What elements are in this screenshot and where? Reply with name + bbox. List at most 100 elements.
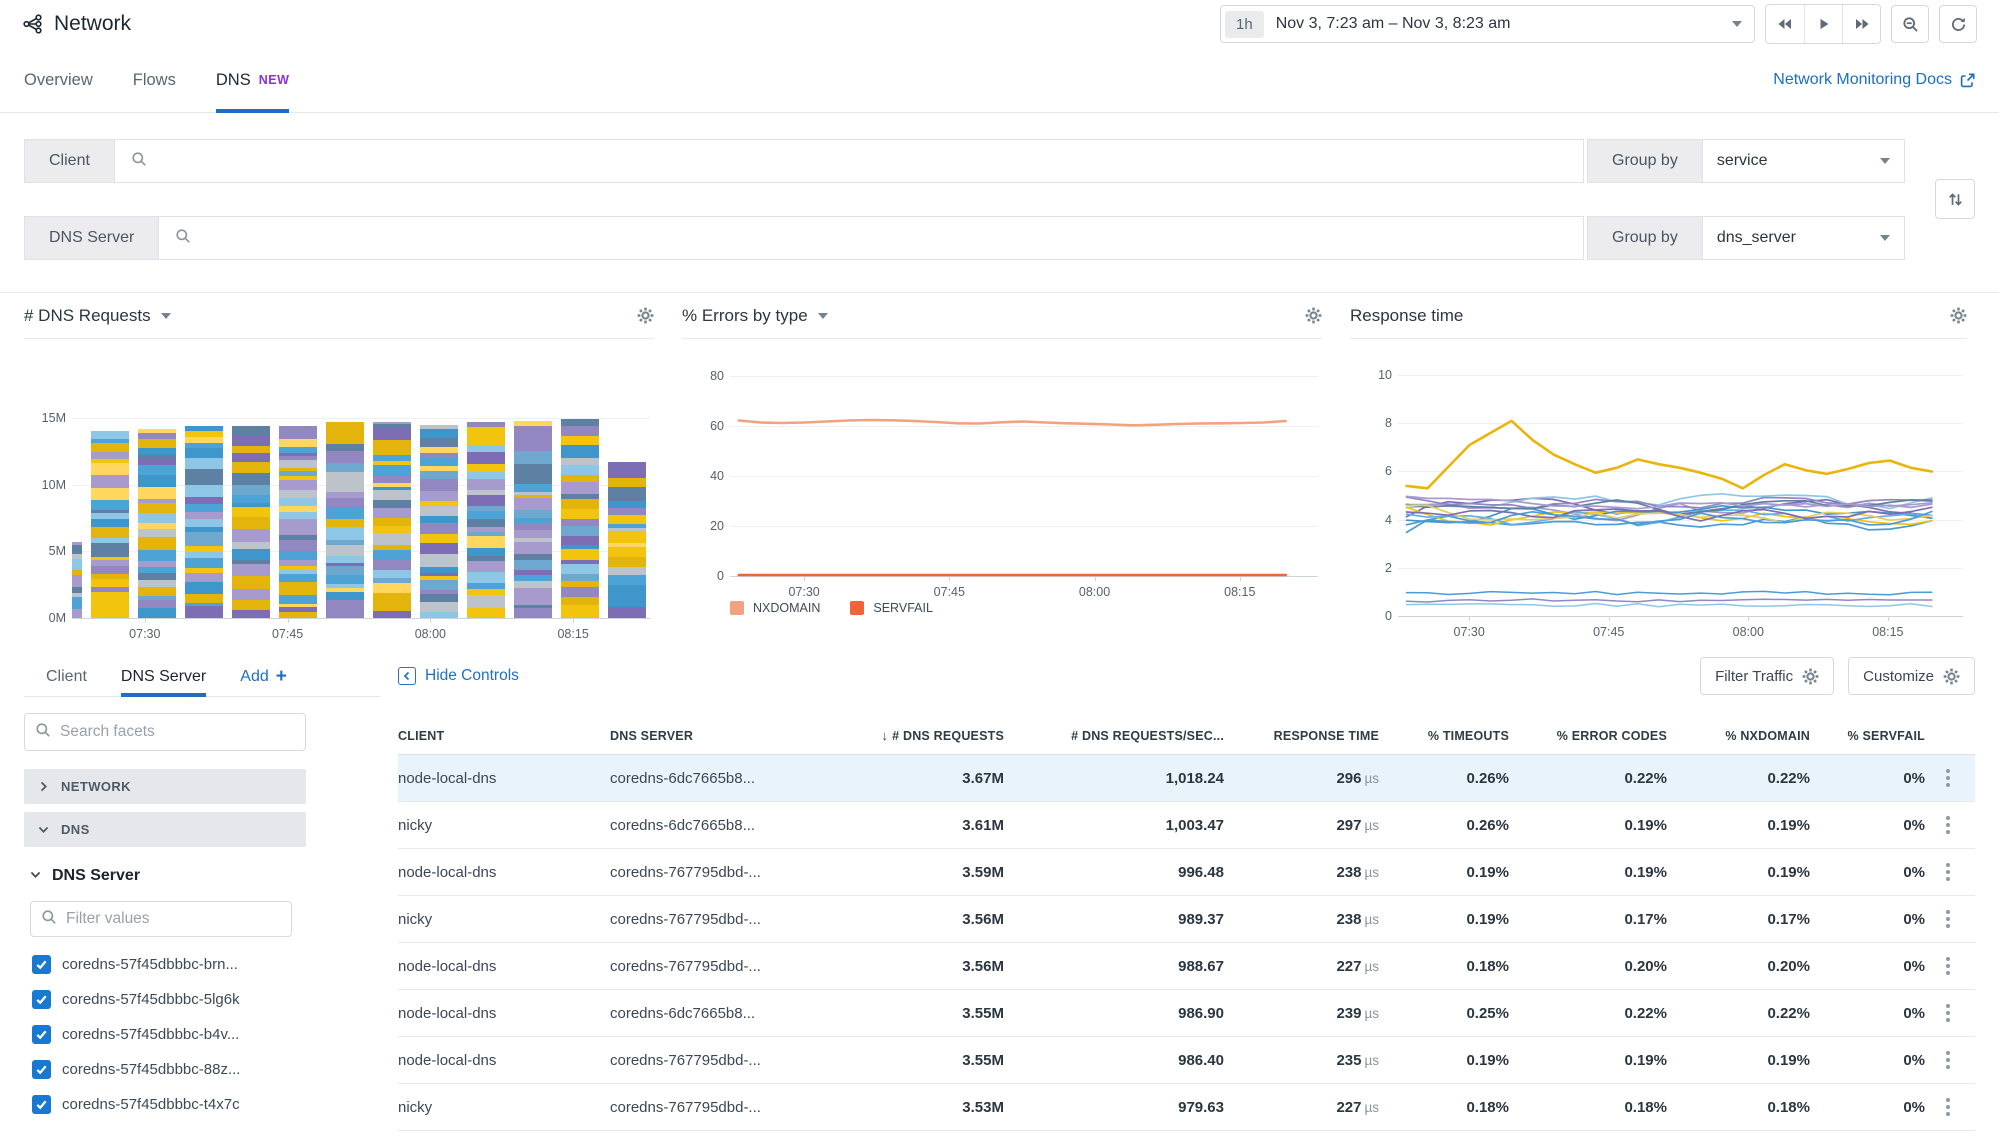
stacked-bar[interactable] bbox=[278, 424, 317, 618]
row-menu-kebab-icon[interactable] bbox=[1946, 863, 1950, 881]
x-axis-label: 07:30 bbox=[1453, 625, 1485, 639]
stacked-bar[interactable] bbox=[513, 420, 552, 618]
stacked-bar[interactable] bbox=[372, 421, 411, 618]
group-by-label: Group by bbox=[1588, 140, 1703, 182]
table-row[interactable]: node-local-dns coredns-6dc7665b8... 3.67M 1… bbox=[398, 755, 1975, 802]
customize-button[interactable]: Customize bbox=[1848, 657, 1975, 695]
errors-by-type-chart-body[interactable]: 0 20 40 60 80 07:30 07:45 08:00 08:15 NXDOMAIN SER… bbox=[682, 339, 1322, 631]
network-monitoring-docs-link[interactable]: Network Monitoring Docs bbox=[1773, 48, 1975, 112]
row-menu-kebab-icon[interactable] bbox=[1946, 910, 1950, 928]
checkbox[interactable] bbox=[32, 1060, 51, 1079]
stacked-bar[interactable] bbox=[137, 428, 176, 618]
stacked-bar[interactable] bbox=[560, 419, 599, 618]
table-row[interactable]: nicky coredns-767795dbd-... 3.56M 989.37 238… bbox=[398, 896, 1975, 943]
facet-group-network[interactable]: NETWORK bbox=[24, 769, 306, 804]
table-row[interactable]: node-local-dns coredns-6dc7665b8... 3.55M 9… bbox=[398, 990, 1975, 1037]
cell-server: coredns-6dc7665b8... bbox=[610, 1004, 756, 1022]
gear-icon[interactable] bbox=[637, 307, 654, 324]
search-icon bbox=[41, 909, 57, 930]
legend-item[interactable]: NXDOMAIN bbox=[730, 601, 820, 615]
facet-group-dns[interactable]: DNS bbox=[24, 812, 306, 847]
cell-timeouts: 0.26% bbox=[1466, 769, 1509, 787]
row-menu-kebab-icon[interactable] bbox=[1946, 1051, 1950, 1069]
checkbox[interactable] bbox=[32, 1095, 51, 1114]
client-search-input[interactable] bbox=[156, 140, 1583, 182]
gear-icon[interactable] bbox=[1305, 307, 1322, 324]
facet-value-row[interactable]: coredns-57f45dbbbc-88z... bbox=[32, 1060, 380, 1079]
swap-group-order-button[interactable] bbox=[1935, 179, 1975, 219]
column-header[interactable]: % TIMEOUTS bbox=[1427, 728, 1509, 743]
dns-server-group-by-select[interactable]: dns_server bbox=[1703, 217, 1904, 259]
facet-value-row[interactable]: coredns-57f45dbbbc-5lg6k bbox=[32, 990, 380, 1009]
sort-descending-icon: ↓ bbox=[881, 728, 889, 743]
column-header[interactable]: RESPONSE TIME bbox=[1273, 728, 1379, 743]
stacked-bar[interactable] bbox=[419, 424, 458, 618]
time-play-button[interactable] bbox=[1804, 5, 1842, 43]
chart-plot[interactable]: 07:30 07:45 08:00 08:15 bbox=[72, 351, 650, 641]
stacked-bar[interactable] bbox=[466, 421, 505, 618]
tab-flows[interactable]: Flows bbox=[132, 70, 176, 89]
add-facet-button[interactable]: Add + bbox=[240, 666, 287, 687]
row-menu-kebab-icon[interactable] bbox=[1946, 769, 1950, 787]
filter-traffic-button[interactable]: Filter Traffic bbox=[1700, 657, 1835, 695]
facet-value-row[interactable]: coredns-57f45dbbbc-t4x7c bbox=[32, 1095, 380, 1114]
stacked-bar[interactable] bbox=[184, 425, 223, 618]
client-group-by-select[interactable]: service bbox=[1703, 140, 1904, 182]
time-range-selector[interactable]: 1h Nov 3, 7:23 am – Nov 3, 8:23 am bbox=[1220, 5, 1755, 43]
tab-dns[interactable]: DNS NEW bbox=[215, 48, 290, 113]
time-forward-button[interactable] bbox=[1842, 5, 1880, 43]
column-header[interactable]: # DNS REQUESTS/SEC... bbox=[1071, 728, 1224, 743]
table-row[interactable]: node-local-dns coredns-767795dbd-... 3.55M… bbox=[398, 1037, 1975, 1084]
stacked-bar[interactable] bbox=[607, 461, 646, 618]
table-row[interactable]: nicky coredns-6dc7665b8... 3.61M 1,003.47 29… bbox=[398, 802, 1975, 849]
search-facets-input[interactable] bbox=[60, 723, 295, 741]
chart-title[interactable]: # DNS Requests bbox=[24, 305, 151, 325]
checkbox[interactable] bbox=[32, 955, 51, 974]
stacked-bar[interactable] bbox=[72, 541, 82, 618]
column-header[interactable]: % SERVFAIL bbox=[1847, 728, 1925, 743]
zoom-out-icon[interactable] bbox=[1891, 5, 1929, 43]
checkbox[interactable] bbox=[32, 1025, 51, 1044]
legend-item[interactable]: SERVFAIL bbox=[850, 601, 933, 615]
gear-icon[interactable] bbox=[1950, 307, 1967, 324]
dns-server-filter-label: DNS Server bbox=[25, 217, 160, 259]
dns-requests-chart-body[interactable]: 0M 5M 10M 15M 07:30 07:45 08:00 08:15 bbox=[24, 339, 654, 641]
y-axis-label: 0 bbox=[717, 569, 724, 583]
column-header[interactable]: % NXDOMAIN bbox=[1725, 728, 1810, 743]
row-menu-kebab-icon[interactable] bbox=[1946, 816, 1950, 834]
chart-title[interactable]: % Errors by type bbox=[682, 305, 808, 325]
column-header[interactable]: ↓ # DNS REQUESTS bbox=[881, 728, 1004, 743]
table-row[interactable]: node-local-dns coredns-767795dbd-... 3.56M… bbox=[398, 943, 1975, 990]
column-header[interactable]: CLIENT bbox=[398, 728, 445, 743]
cell-nxdomain: 0.17% bbox=[1767, 910, 1810, 928]
facet-value-row[interactable]: coredns-57f45dbbbc-brn... bbox=[32, 955, 380, 974]
filter-values-input[interactable] bbox=[66, 910, 281, 928]
table-row[interactable]: nicky coredns-767795dbd-... 3.53M 979.63 227… bbox=[398, 1084, 1975, 1131]
stacked-bar[interactable] bbox=[325, 421, 364, 618]
column-header[interactable]: DNS SERVER bbox=[610, 728, 694, 743]
checkbox[interactable] bbox=[32, 990, 51, 1009]
dns-server-search-input[interactable] bbox=[201, 217, 1583, 259]
chart-plot[interactable]: 07:30 07:45 08:00 08:15 bbox=[730, 351, 1318, 599]
row-menu-kebab-icon[interactable] bbox=[1946, 1098, 1950, 1116]
sidebar-tab-client[interactable]: Client bbox=[46, 667, 87, 685]
row-menu-kebab-icon[interactable] bbox=[1946, 1004, 1950, 1022]
tab-overview[interactable]: Overview bbox=[24, 70, 93, 89]
client-filter-label: Client bbox=[25, 140, 115, 182]
chevron-down-icon bbox=[30, 867, 41, 885]
sidebar-tab-dns-server[interactable]: DNS Server bbox=[120, 657, 207, 697]
chart-plot[interactable]: 07:30 07:45 08:00 08:15 bbox=[1398, 351, 1963, 639]
table-row[interactable]: node-local-dns coredns-767795dbd-... 3.59M… bbox=[398, 849, 1975, 896]
response-time-chart-body[interactable]: 0 2 4 6 8 10 07:30 07:45 08:00 08:15 bbox=[1350, 339, 1967, 639]
facet-value-label: coredns-57f45dbbbc-5lg6k bbox=[62, 991, 240, 1008]
facet-value-row[interactable]: coredns-57f45dbbbc-b4v... bbox=[32, 1025, 380, 1044]
time-back-button[interactable] bbox=[1766, 5, 1804, 43]
facet-dns-server-header[interactable]: DNS Server bbox=[30, 867, 380, 885]
refresh-icon[interactable] bbox=[1939, 5, 1977, 43]
stacked-bar[interactable] bbox=[231, 425, 270, 618]
column-header[interactable]: % ERROR CODES bbox=[1556, 728, 1667, 743]
stacked-bar[interactable] bbox=[90, 431, 129, 618]
cell-requests: 3.56M bbox=[962, 910, 1004, 928]
hide-controls-link[interactable]: Hide Controls bbox=[398, 667, 519, 685]
row-menu-kebab-icon[interactable] bbox=[1946, 957, 1950, 975]
